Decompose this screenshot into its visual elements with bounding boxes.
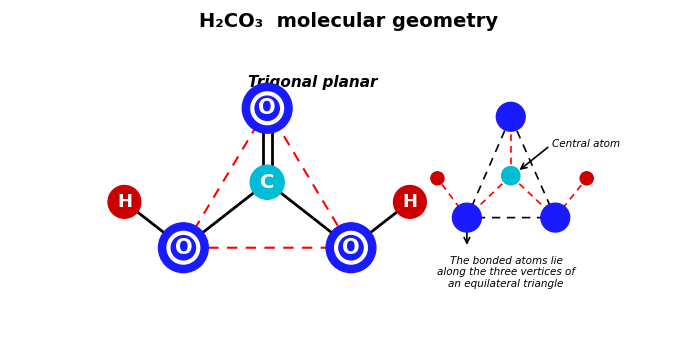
Circle shape bbox=[431, 172, 444, 185]
Text: Central atom: Central atom bbox=[552, 139, 620, 149]
Circle shape bbox=[502, 166, 520, 185]
Circle shape bbox=[496, 102, 525, 131]
Text: O: O bbox=[259, 98, 276, 118]
Text: O: O bbox=[342, 238, 360, 258]
Text: Trigonal planar: Trigonal planar bbox=[248, 75, 378, 90]
Circle shape bbox=[452, 203, 482, 232]
Circle shape bbox=[158, 223, 208, 273]
Text: The bonded atoms lie
along the three vertices of
an equilateral triangle: The bonded atoms lie along the three ver… bbox=[437, 256, 575, 289]
Circle shape bbox=[541, 203, 569, 232]
Circle shape bbox=[394, 186, 427, 218]
Circle shape bbox=[108, 186, 141, 218]
Text: H: H bbox=[402, 193, 418, 211]
Text: C: C bbox=[260, 173, 275, 192]
Text: H₂CO₃  molecular geometry: H₂CO₃ molecular geometry bbox=[199, 12, 498, 31]
Circle shape bbox=[250, 165, 284, 199]
Circle shape bbox=[580, 172, 593, 185]
Text: H: H bbox=[117, 193, 132, 211]
Circle shape bbox=[326, 223, 376, 273]
Text: O: O bbox=[174, 238, 192, 258]
Circle shape bbox=[243, 84, 292, 133]
